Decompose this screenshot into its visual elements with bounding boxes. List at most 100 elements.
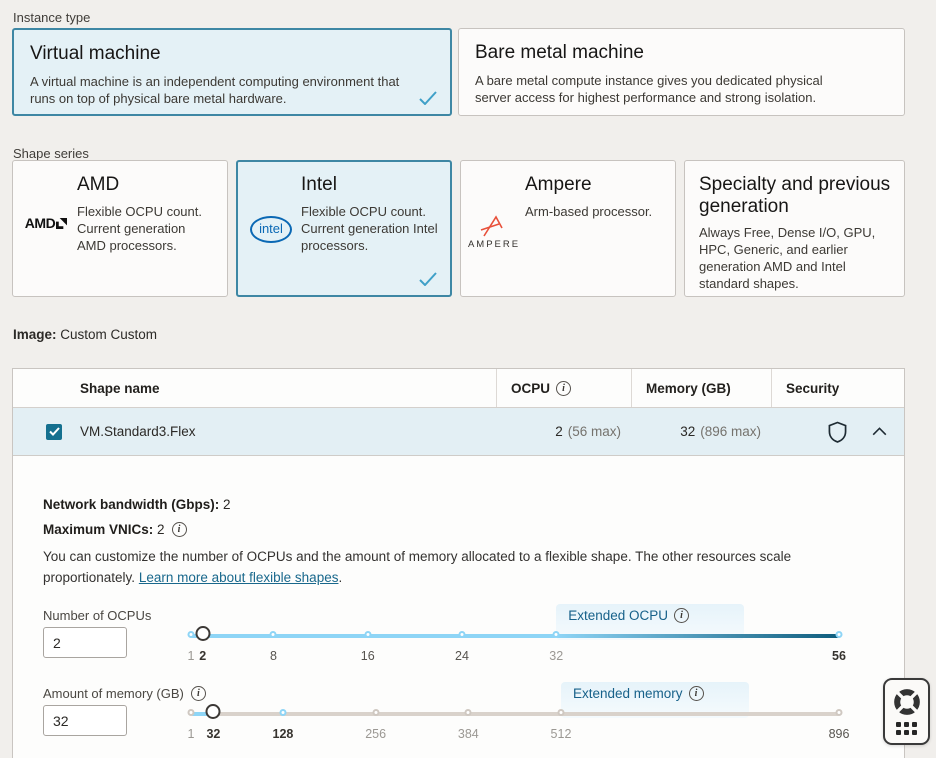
shape-details-panel: Network bandwidth (Gbps): 2 Maximum VNIC… xyxy=(13,456,904,750)
ocpu-tick-dot-32 xyxy=(552,630,560,638)
ocpu-tick-label-2: 2 xyxy=(199,649,207,663)
drag-dots-icon xyxy=(896,722,917,735)
ocpu-tick-label-56: 56 xyxy=(832,649,846,663)
memory-tick-label-128: 128 xyxy=(272,727,294,741)
memory-tick-label-384: 384 xyxy=(457,727,479,741)
card-title: Specialty and previous generation xyxy=(699,174,891,217)
image-label: Image: xyxy=(13,327,57,342)
memory-tick-label-896: 896 xyxy=(828,727,850,741)
shape-series-card-specialty[interactable]: Specialty and previous generation Always… xyxy=(684,160,905,297)
header-security: Security xyxy=(771,369,904,407)
flexible-shape-description: You can customize the number of OCPUs an… xyxy=(43,549,792,585)
ocpu-tick-dot-1 xyxy=(187,630,195,638)
ocpu-slider[interactable]: Extended OCPU i 1 2 8 16 24 32 56 xyxy=(187,604,846,672)
collapse-chevron-icon[interactable] xyxy=(872,427,887,436)
ocpu-tick-label-32: 32 xyxy=(549,649,564,663)
shape-series-card-ampere[interactable]: AMPERE Ampere Arm-based processor. xyxy=(460,160,676,297)
image-value: Custom Custom xyxy=(60,327,158,342)
header-shape-name: Shape name xyxy=(80,380,160,396)
shape-series-card-intel[interactable]: intel Intel Flexible OCPU count. Current… xyxy=(236,160,452,297)
memory-slider-track[interactable] xyxy=(191,712,839,716)
memory-tick-label-32: 32 xyxy=(206,727,221,741)
card-title: Bare metal machine xyxy=(475,42,644,63)
memory-value: 32 xyxy=(680,424,696,439)
card-description: A bare metal compute instance gives you … xyxy=(475,73,823,105)
card-description: Arm-based processor. xyxy=(525,204,653,219)
intel-logo: intel xyxy=(244,216,298,243)
check-icon xyxy=(48,427,60,436)
instance-type-cards: Virtual machine A virtual machine is an … xyxy=(12,28,905,116)
ocpu-tick-label-1: 1 xyxy=(187,649,195,663)
amd-logo: AMD xyxy=(19,215,73,231)
card-title: Ampere xyxy=(525,174,592,195)
ocpu-tick-label-24: 24 xyxy=(455,649,469,663)
card-description: A virtual machine is an independent comp… xyxy=(30,74,400,106)
memory-tick-dot-896 xyxy=(835,708,843,716)
ocpu-tick-label-8: 8 xyxy=(269,649,277,663)
memory-tick-dot-512 xyxy=(557,708,565,716)
memory-tick-label-1: 1 xyxy=(187,727,195,741)
info-icon[interactable]: i xyxy=(171,522,187,537)
card-title: Virtual machine xyxy=(30,43,161,64)
shape-ocpu-cell: 2 (56 max) xyxy=(496,424,631,439)
ocpu-max: (56 max) xyxy=(567,424,621,439)
description-text: You can customize the number of OCPUs an… xyxy=(43,549,792,585)
max-vnics-line: Maximum VNICs: 2 i xyxy=(43,522,874,537)
shape-series-card-amd[interactable]: AMD AMD Flexible OCPU count. Current gen… xyxy=(12,160,228,297)
shape-series-cards: AMD AMD Flexible OCPU count. Current gen… xyxy=(12,160,905,297)
selected-check-icon xyxy=(419,91,437,105)
floating-help-widget[interactable] xyxy=(883,678,930,745)
card-description: Flexible OCPU count. Current generation … xyxy=(77,204,202,253)
memory-tick-dot-384 xyxy=(464,708,472,716)
info-icon[interactable]: i xyxy=(688,686,704,701)
ocpu-tick-dot-24 xyxy=(458,630,466,638)
info-icon[interactable]: i xyxy=(190,686,206,701)
ampere-logo: AMPERE xyxy=(467,215,521,250)
network-bandwidth-value: 2 xyxy=(223,497,231,512)
image-info-line: Image: Custom Custom xyxy=(13,327,157,342)
ocpu-value: 2 xyxy=(555,424,563,439)
card-title: AMD xyxy=(77,174,120,195)
memory-slider-row: Amount of memory (GB) i Extended memoryi… xyxy=(43,682,874,750)
ocpu-slider-handle[interactable] xyxy=(195,626,211,641)
ocpu-slider-track[interactable] xyxy=(191,634,839,638)
header-ocpu-label: OCPU xyxy=(511,380,551,396)
learn-more-link[interactable]: Learn more about flexible shapes xyxy=(138,570,339,585)
shape-memory-cell: 32 (896 max) xyxy=(631,424,771,439)
card-description: Flexible OCPU count. Current generation … xyxy=(301,204,438,253)
memory-tick-dot-256 xyxy=(372,708,380,716)
instance-type-card-bare-metal[interactable]: Bare metal machine A bare metal compute … xyxy=(458,28,905,116)
ocpu-tick-label-16: 16 xyxy=(360,649,375,663)
memory-tick-dot-128 xyxy=(279,708,287,716)
instance-type-label: Instance type xyxy=(13,10,91,25)
card-title: Intel xyxy=(301,174,337,195)
life-buoy-icon xyxy=(893,689,920,715)
memory-slider[interactable]: Extended memory i 1 32 128 256 384 512 896 xyxy=(187,682,849,750)
shape-name: VM.Standard3.Flex xyxy=(80,424,196,439)
card-description: Always Free, Dense I/O, GPU, HPC, Generi… xyxy=(699,225,876,291)
shape-row-vm-standard3-flex[interactable]: VM.Standard3.Flex 2 (56 max) 32 (896 max… xyxy=(13,408,904,456)
shape-checkbox[interactable] xyxy=(46,423,62,440)
memory-tick-label-512: 512 xyxy=(550,727,572,741)
instance-type-card-virtual-machine[interactable]: Virtual machine A virtual machine is an … xyxy=(12,28,452,116)
memory-input[interactable] xyxy=(43,705,127,736)
info-icon[interactable]: i xyxy=(674,608,690,623)
info-icon[interactable]: i xyxy=(556,380,572,396)
network-bandwidth-line: Network bandwidth (Gbps): 2 xyxy=(43,497,874,512)
memory-max: (896 max) xyxy=(700,424,761,439)
header-select-column xyxy=(13,369,66,407)
ocpu-tick-dot-16 xyxy=(364,630,372,638)
ocpu-input[interactable] xyxy=(43,627,127,658)
memory-tick-label-256: 256 xyxy=(365,727,387,741)
memory-extended-label: Extended memory i xyxy=(573,686,704,701)
memory-slider-handle[interactable] xyxy=(205,704,221,719)
ocpu-tick-dot-8 xyxy=(269,630,277,638)
memory-tick-dot-1 xyxy=(187,708,195,716)
ocpu-input-label: Number of OCPUs xyxy=(43,608,152,623)
shape-series-label: Shape series xyxy=(13,146,89,161)
shape-table: Shape name OCPU i Memory (GB) Security V… xyxy=(12,368,905,758)
memory-input-label: Amount of memory (GB) i xyxy=(43,686,206,701)
ocpu-tick-dot-56 xyxy=(835,630,843,638)
